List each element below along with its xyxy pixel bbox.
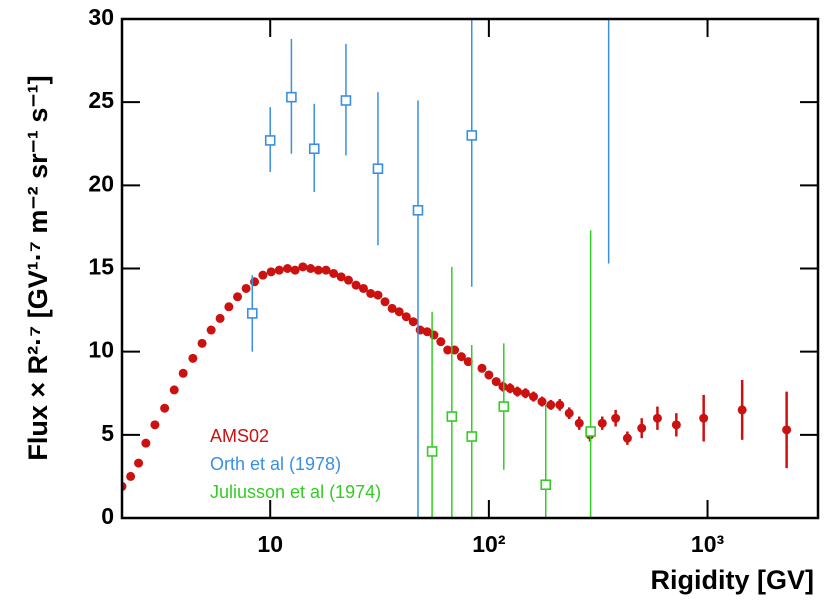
data-point bbox=[286, 91, 297, 103]
data-point bbox=[266, 267, 276, 277]
y-tick-label: 0 bbox=[101, 503, 114, 529]
data-point bbox=[546, 400, 556, 410]
data-point bbox=[520, 388, 530, 398]
data-point bbox=[246, 308, 258, 319]
data-point bbox=[178, 368, 188, 378]
data-point bbox=[466, 130, 478, 141]
data-point bbox=[308, 143, 320, 155]
y-tick-label: 25 bbox=[88, 87, 114, 113]
data-point bbox=[329, 268, 339, 278]
data-point bbox=[443, 345, 453, 355]
data-point bbox=[343, 275, 353, 285]
y-tick-label: 15 bbox=[88, 254, 114, 280]
data-point bbox=[597, 418, 607, 428]
data-point bbox=[290, 265, 300, 275]
y-tick-label: 5 bbox=[101, 420, 114, 446]
data-point bbox=[134, 458, 144, 468]
data-point bbox=[188, 353, 198, 363]
y-tick-label: 30 bbox=[88, 4, 114, 30]
data-point bbox=[283, 264, 293, 273]
data-point bbox=[505, 383, 515, 393]
data-point bbox=[498, 401, 510, 412]
data-point bbox=[373, 290, 383, 300]
data-point bbox=[422, 327, 432, 337]
data-point bbox=[126, 471, 136, 481]
data-point bbox=[313, 265, 323, 275]
data-point bbox=[622, 433, 632, 443]
data-point bbox=[564, 408, 574, 418]
data-point bbox=[160, 403, 170, 413]
data-point bbox=[426, 446, 438, 457]
data-point bbox=[306, 264, 316, 273]
data-point bbox=[340, 95, 352, 106]
data-point bbox=[380, 297, 390, 307]
data-point bbox=[540, 479, 552, 491]
data-point bbox=[264, 135, 276, 146]
data-point bbox=[429, 330, 439, 340]
data-point bbox=[321, 265, 331, 275]
y-tick-label: 10 bbox=[88, 337, 114, 363]
data-point bbox=[463, 357, 473, 367]
data-point bbox=[537, 397, 547, 407]
data-point bbox=[456, 352, 466, 362]
data-point bbox=[233, 292, 243, 302]
data-point bbox=[274, 265, 284, 275]
data-point bbox=[574, 418, 584, 428]
data-point bbox=[652, 413, 662, 423]
data-point bbox=[197, 338, 207, 348]
data-point bbox=[611, 413, 621, 423]
data-point bbox=[737, 405, 747, 415]
x-axis-label: Rigidity [GV] bbox=[651, 565, 815, 595]
data-point bbox=[150, 420, 160, 430]
data-point bbox=[215, 313, 225, 323]
data-point bbox=[336, 272, 346, 282]
data-point bbox=[224, 302, 234, 312]
data-point bbox=[351, 280, 361, 290]
data-point bbox=[206, 325, 216, 335]
legend-entry: Juliusson et al (1974) bbox=[210, 482, 381, 502]
data-point bbox=[241, 283, 251, 293]
data-point bbox=[372, 163, 384, 174]
plot-marks bbox=[122, 19, 792, 518]
data-point bbox=[401, 312, 411, 322]
data-point bbox=[412, 204, 424, 216]
x-tick-label: 10² bbox=[472, 531, 506, 557]
legend-entry: Orth et al (1978) bbox=[210, 454, 341, 474]
data-point bbox=[529, 392, 539, 402]
y-axis-label: Flux × R²·⁷ [GV¹·⁷ m⁻² sr⁻¹ s⁻¹] bbox=[23, 75, 53, 460]
data-point bbox=[671, 420, 681, 430]
x-tick-label: 10³ bbox=[691, 531, 725, 557]
data-point bbox=[498, 382, 508, 392]
data-point bbox=[408, 317, 418, 327]
data-point bbox=[141, 438, 151, 448]
data-point bbox=[699, 413, 709, 423]
legend-entry: AMS02 bbox=[210, 426, 269, 446]
data-point bbox=[169, 385, 179, 395]
data-point bbox=[250, 277, 260, 287]
data-point bbox=[436, 337, 446, 347]
data-point bbox=[637, 423, 647, 433]
data-point bbox=[298, 262, 308, 272]
y-tick-label: 20 bbox=[88, 170, 114, 196]
data-point bbox=[366, 288, 376, 298]
data-point bbox=[585, 426, 596, 437]
data-point bbox=[477, 363, 487, 373]
data-point bbox=[484, 370, 494, 380]
data-point bbox=[782, 425, 792, 435]
data-point bbox=[358, 283, 368, 293]
data-point bbox=[512, 387, 522, 397]
data-point bbox=[446, 411, 458, 422]
data-point bbox=[491, 377, 501, 387]
data-point bbox=[387, 303, 397, 313]
x-tick-label: 10 bbox=[257, 531, 283, 557]
data-point bbox=[466, 431, 478, 442]
data-point bbox=[555, 400, 565, 410]
data-point bbox=[258, 270, 268, 280]
data-point bbox=[394, 307, 404, 317]
